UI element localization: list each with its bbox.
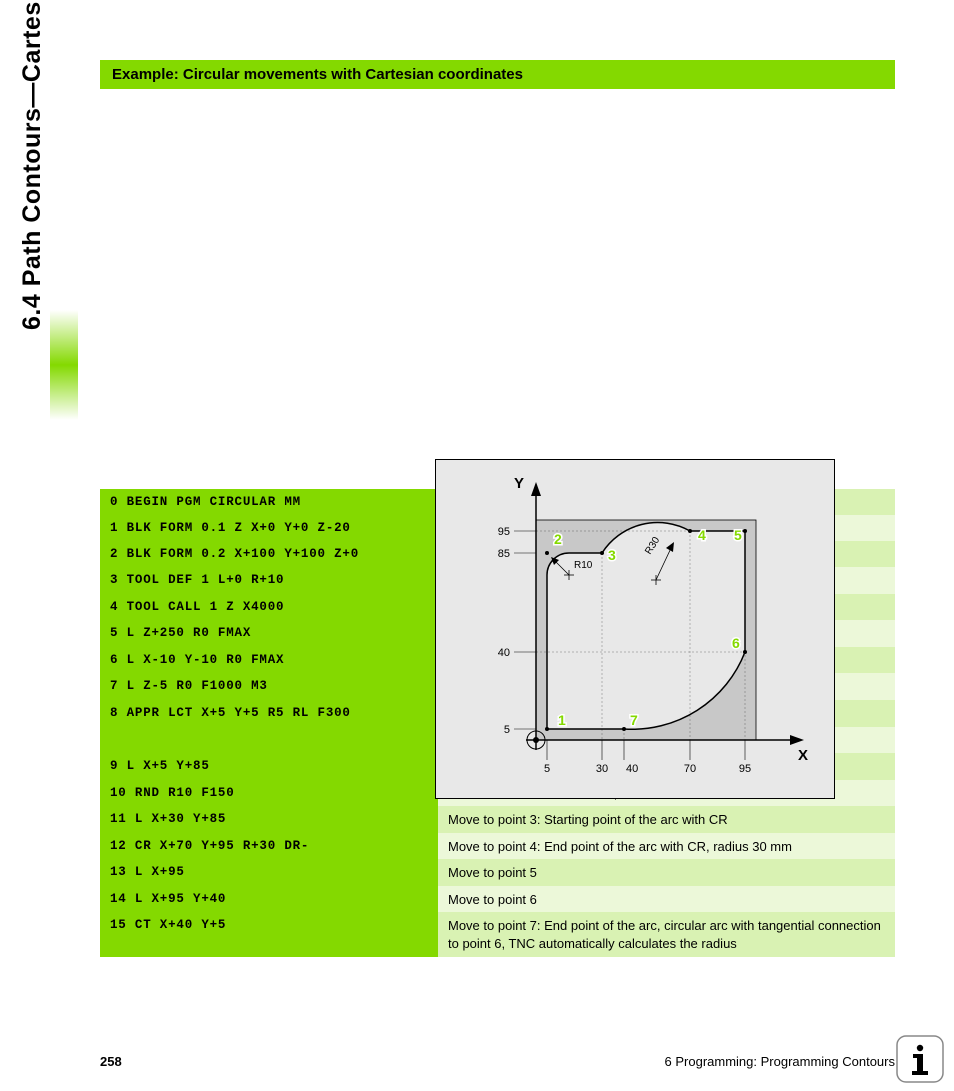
code-row: 11 L X+30 Y+85Move to point 3: Starting … xyxy=(100,806,895,833)
code-cell: 11 L X+30 Y+85 xyxy=(100,806,438,833)
side-gradient-accent xyxy=(50,310,78,420)
point-3-label: 3 xyxy=(608,547,616,563)
main-content: Example: Circular movements with Cartesi… xyxy=(100,60,900,957)
code-row: 15 CT X+40 Y+5Move to point 7: End point… xyxy=(100,912,895,956)
svg-text:70: 70 xyxy=(684,763,696,775)
page-footer: 258 6 Programming: Programming Contours xyxy=(100,1054,895,1069)
code-cell: 9 L X+5 Y+85 xyxy=(100,753,438,780)
code-row: 13 L X+95Move to point 5 xyxy=(100,859,895,886)
svg-text:85: 85 xyxy=(498,548,510,560)
code-cell: 12 CR X+70 Y+95 R+30 DR- xyxy=(100,833,438,860)
code-cell: 15 CT X+40 Y+5 xyxy=(100,912,438,956)
code-row: 12 CR X+70 Y+95 R+30 DR-Move to point 4:… xyxy=(100,833,895,860)
point-6-label: 6 xyxy=(732,635,740,651)
code-cell: 3 TOOL DEF 1 L+0 R+10 xyxy=(100,567,438,594)
code-cell: 14 L X+95 Y+40 xyxy=(100,886,438,913)
code-cell: 10 RND R10 F150 xyxy=(100,780,438,807)
code-cell: 4 TOOL CALL 1 Z X4000 xyxy=(100,594,438,621)
svg-text:40: 40 xyxy=(626,763,638,775)
section-side-title: 6.4 Path Contours—Cartesian Coordinates xyxy=(18,0,47,330)
code-cell: 8 APPR LCT X+5 Y+5 R5 RL F300 xyxy=(100,700,438,727)
point-4-label: 4 xyxy=(698,527,706,543)
diagram-container: Y X 5 30 40 70 9 xyxy=(100,119,895,459)
code-cell xyxy=(100,727,438,754)
x-axis-label: X xyxy=(798,747,808,764)
svg-text:40: 40 xyxy=(498,647,510,659)
example-header: Example: Circular movements with Cartesi… xyxy=(100,60,895,89)
svg-text:5: 5 xyxy=(544,763,550,775)
code-row: 14 L X+95 Y+40Move to point 6 xyxy=(100,886,895,913)
diagram-box: Y X 5 30 40 70 9 xyxy=(435,459,835,799)
code-cell: 2 BLK FORM 0.2 X+100 Y+100 Z+0 xyxy=(100,541,438,567)
code-cell: 6 L X-10 Y-10 R0 FMAX xyxy=(100,647,438,674)
desc-cell: Move to point 4: End point of the arc wi… xyxy=(438,833,895,860)
code-cell: 7 L Z-5 R0 F1000 M3 xyxy=(100,673,438,700)
point-5-label: 5 xyxy=(734,527,742,543)
r10-label: R10 xyxy=(574,560,593,571)
info-icon xyxy=(896,1035,944,1083)
code-cell: 0 BEGIN PGM CIRCULAR MM xyxy=(100,489,438,515)
point-1-label: 1 xyxy=(558,712,566,728)
desc-cell: Move to point 3: Starting point of the a… xyxy=(438,806,895,833)
code-cell: 13 L X+95 xyxy=(100,859,438,886)
svg-text:95: 95 xyxy=(739,763,751,775)
svg-text:5: 5 xyxy=(504,724,510,736)
desc-cell: Move to point 7: End point of the arc, c… xyxy=(438,912,895,956)
y-axis-label: Y xyxy=(514,475,524,492)
code-cell: 5 L Z+250 R0 FMAX xyxy=(100,620,438,647)
point-2-label: 2 xyxy=(554,531,562,547)
desc-cell: Move to point 6 xyxy=(438,886,895,913)
code-cell: 1 BLK FORM 0.1 Z X+0 Y+0 Z-20 xyxy=(100,515,438,542)
point-7-label: 7 xyxy=(630,712,638,728)
desc-cell: Move to point 5 xyxy=(438,859,895,886)
contour-diagram: Y X 5 30 40 70 9 xyxy=(436,460,836,800)
footer-chapter: 6 Programming: Programming Contours xyxy=(665,1054,895,1069)
svg-text:95: 95 xyxy=(498,526,510,538)
svg-text:30: 30 xyxy=(596,763,608,775)
page-number: 258 xyxy=(100,1054,122,1069)
